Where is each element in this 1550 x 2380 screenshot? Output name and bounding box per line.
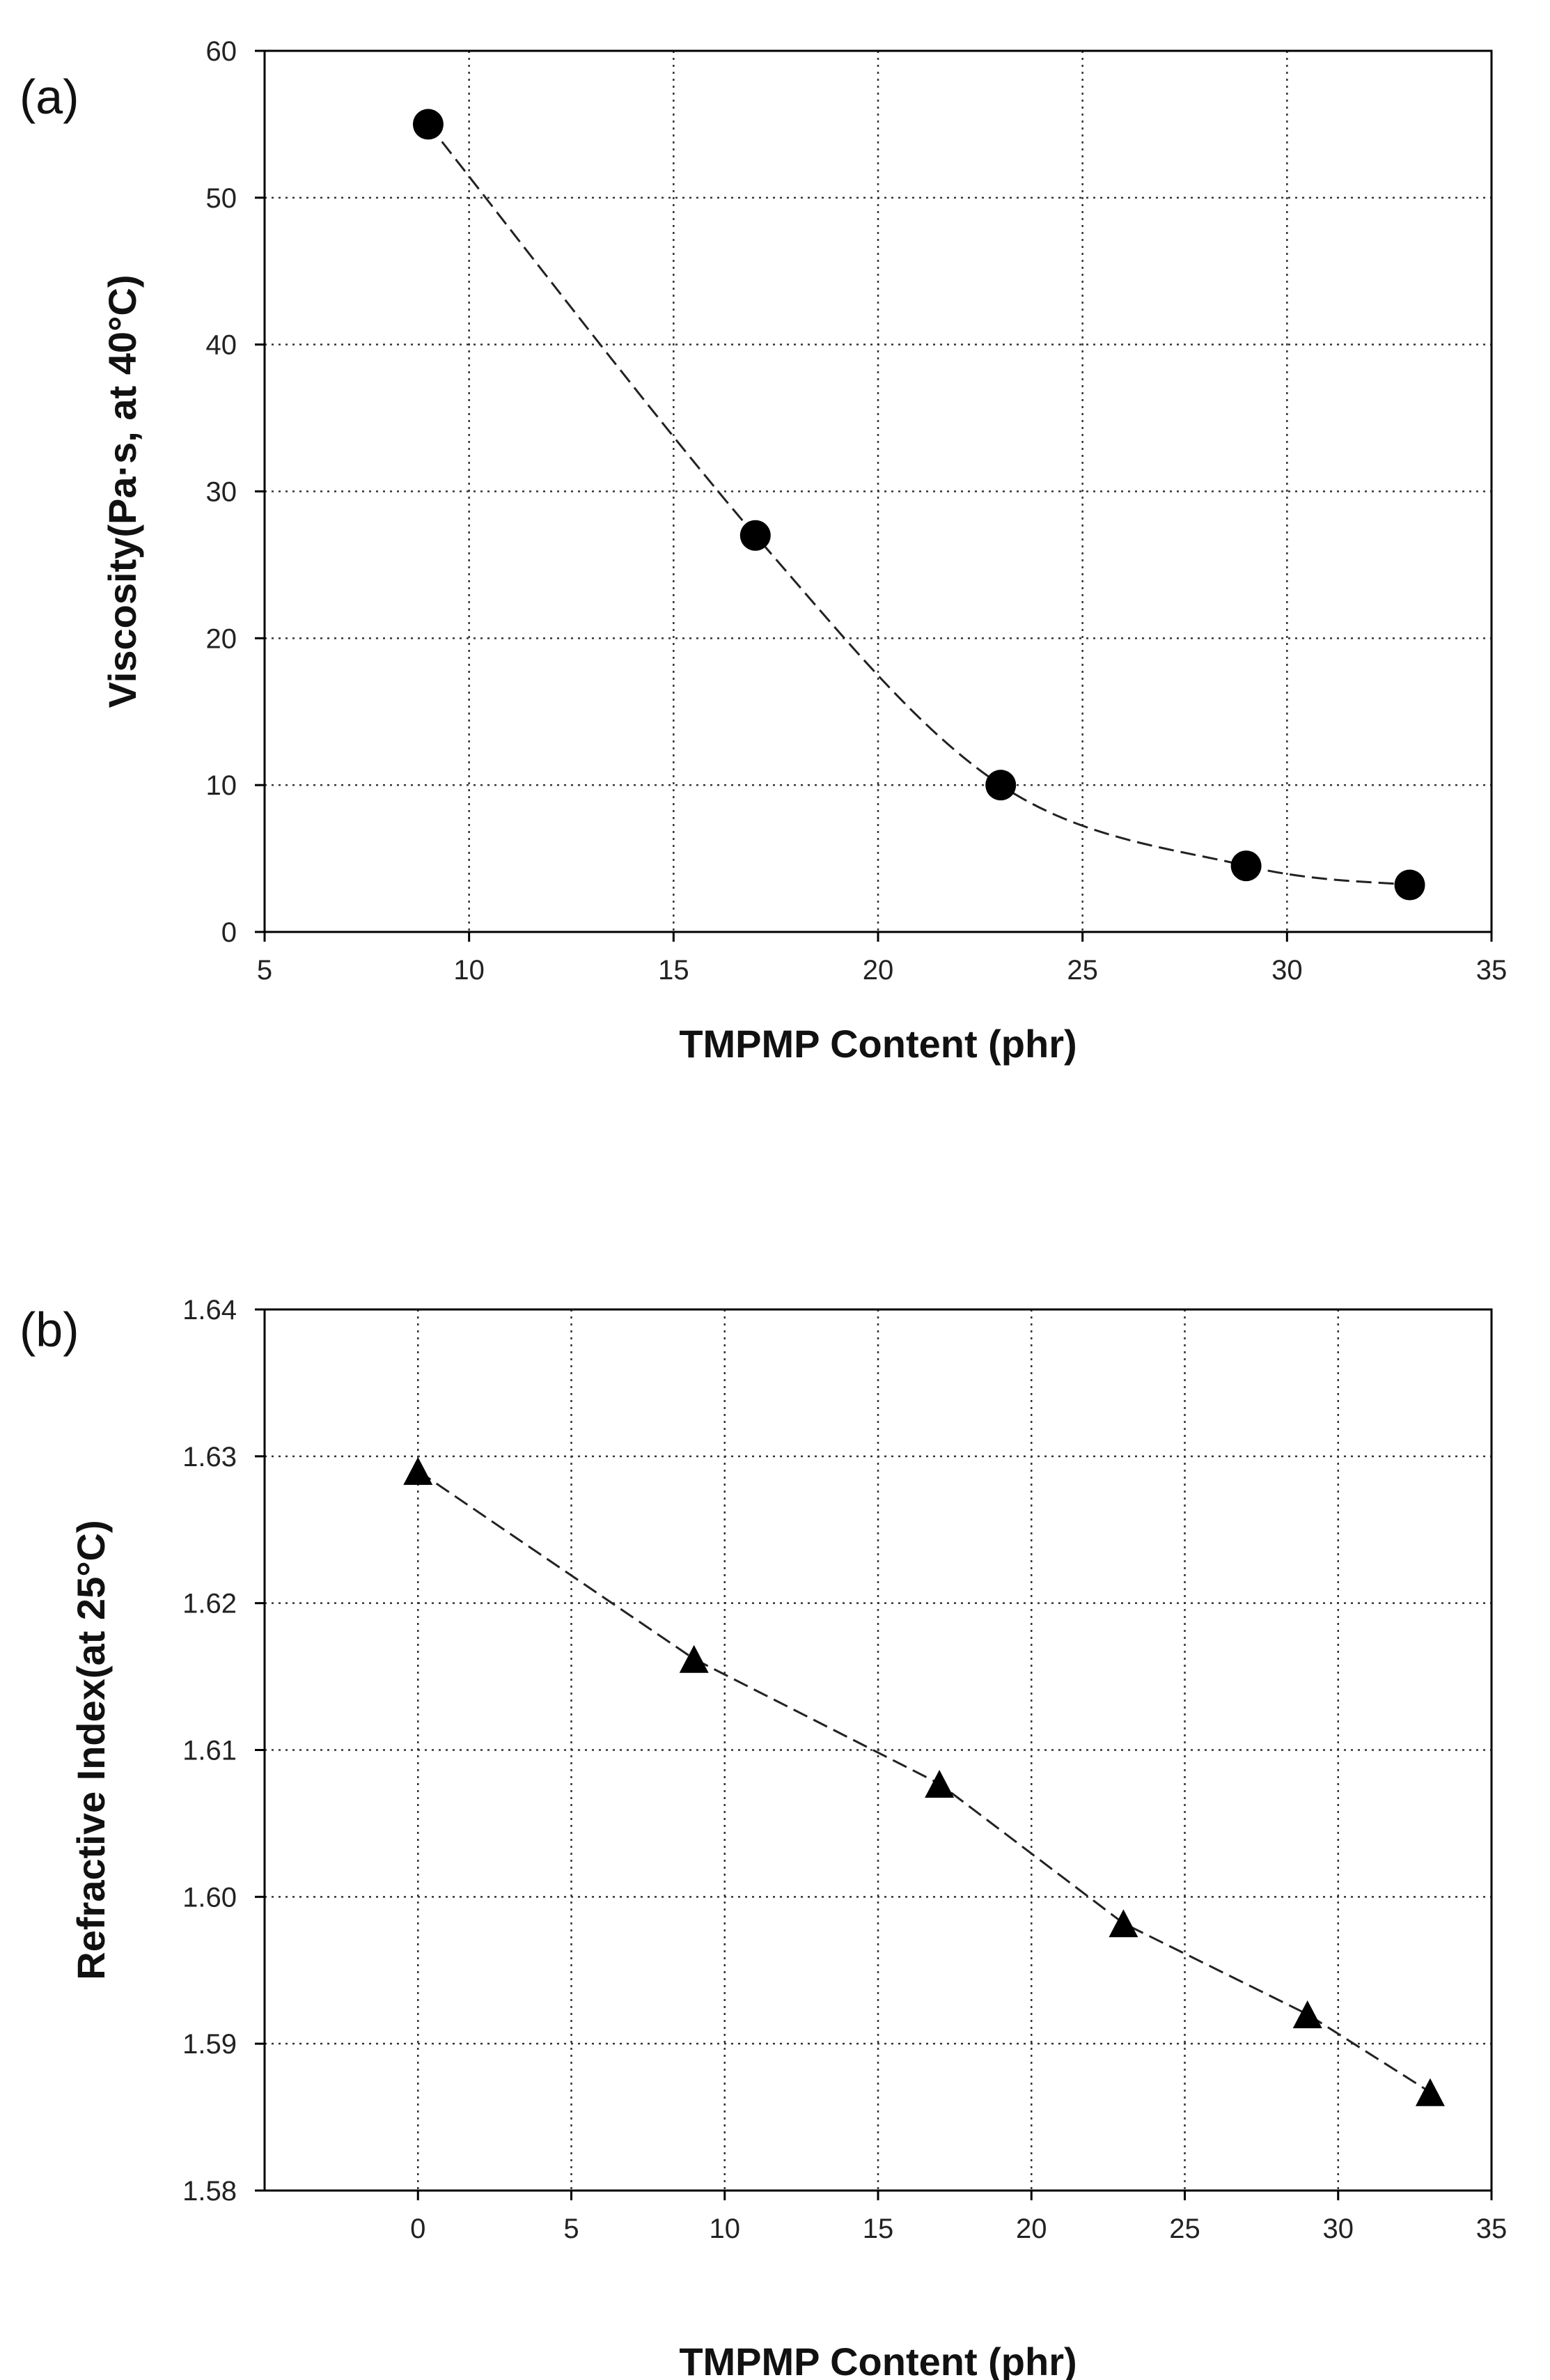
x-tick-label: 5 [563, 2214, 579, 2244]
data-point [412, 109, 444, 140]
viscosity-chart: 5 10 15 20 25 30 35 0 10 20 30 40 50 60 TMPMP Content … [19, 36, 1507, 1066]
data-point [1292, 2000, 1322, 2028]
data-point [985, 770, 1017, 801]
y-tick-label: 20 [206, 623, 237, 654]
x-tick-label: 30 [1323, 2214, 1354, 2244]
x-tick-label: 35 [1476, 955, 1508, 986]
x-tick-label: 35 [1476, 2214, 1508, 2244]
x-axis-title: TMPMP Content (phr) [679, 2340, 1077, 2380]
data-point [1109, 1909, 1138, 1938]
panel-label: (a) [19, 70, 79, 124]
x-tick-label: 15 [863, 2214, 894, 2244]
y-axis-title: Viscosity(Pa·s, at 40°C) [100, 274, 144, 708]
fit-line [427, 123, 1410, 887]
x-tick-label: 25 [1169, 2214, 1200, 2244]
x-tick-label: 30 [1271, 955, 1303, 986]
data-point [1230, 850, 1262, 882]
x-tick-label: 15 [658, 955, 689, 986]
data-point [925, 1769, 955, 1798]
data-point [1415, 2078, 1445, 2106]
x-tick-label: 10 [710, 2214, 741, 2244]
data-point [1394, 869, 1425, 901]
y-tick-label: 10 [206, 770, 237, 801]
y-tick-label: 1.60 [182, 1882, 237, 1913]
y-tick-label: 1.62 [182, 1589, 237, 1619]
data-point [679, 1644, 709, 1673]
x-tick-label: 5 [257, 955, 272, 986]
y-tick-label: 40 [206, 330, 237, 361]
x-tick-label: 20 [1016, 2214, 1047, 2244]
y-tick-label: 0 [221, 917, 237, 948]
y-tick-label: 1.64 [182, 1295, 237, 1325]
y-tick-label: 1.58 [182, 2176, 237, 2207]
y-axis-title: Refractive Index(at 25°C) [69, 1520, 113, 1980]
x-axis-title: TMPMP Content (phr) [679, 1022, 1077, 1066]
data-point [403, 1456, 433, 1485]
y-tick-label: 30 [206, 477, 237, 508]
x-tick-label: 20 [863, 955, 894, 986]
y-tick-label: 60 [206, 36, 237, 67]
y-tick-label: 1.61 [182, 1736, 237, 1766]
refractive-index-chart: 0 5 10 15 20 25 30 35 1.58 1.59 1.60 1.61 1.62 1.63 1.… [19, 1295, 1507, 2380]
x-tick-label: 0 [410, 2214, 425, 2244]
x-tick-label: 10 [453, 955, 485, 986]
x-tick-label: 25 [1067, 955, 1098, 986]
fit-line [417, 1470, 1431, 2094]
y-tick-label: 1.63 [182, 1442, 237, 1472]
data-point [739, 520, 771, 551]
y-tick-label: 1.59 [182, 2029, 237, 2060]
panel-label: (b) [19, 1302, 79, 1357]
y-tick-label: 50 [206, 183, 237, 214]
